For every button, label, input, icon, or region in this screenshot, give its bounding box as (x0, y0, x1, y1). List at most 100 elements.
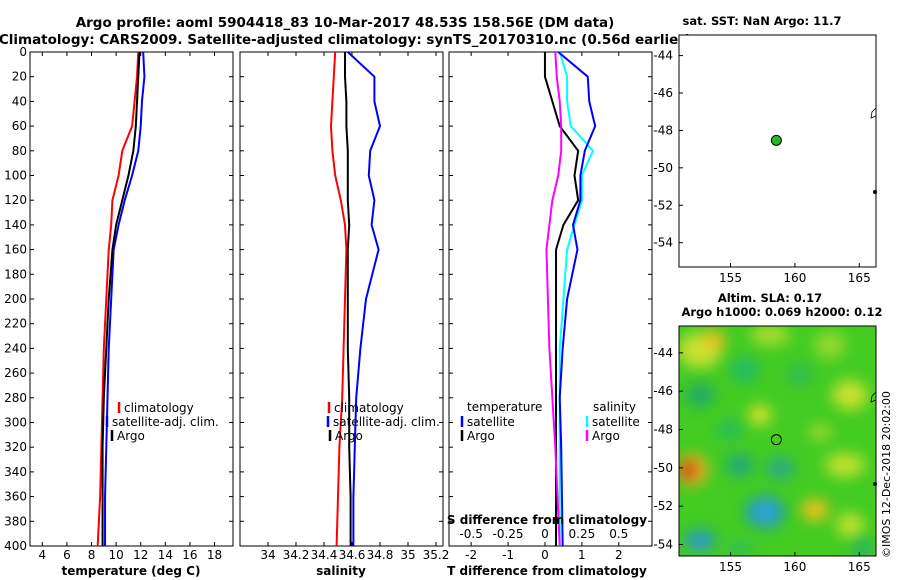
top-x-tick-label: -0.25 (493, 527, 524, 541)
coastline (870, 391, 877, 403)
difference-xlabel: T difference from climatology (447, 564, 647, 578)
x-tick-label: 34.6 (339, 548, 366, 562)
map-x-tick-label: 165 (848, 560, 871, 574)
sla-heatmap (679, 326, 876, 556)
series-line-argo (344, 52, 352, 546)
map-y-tick-label: -50 (653, 161, 673, 175)
series-line-satellite-adj-clim- (347, 52, 381, 546)
temperature-lines (96, 52, 146, 546)
depth-tick-label: 200 (4, 292, 27, 306)
x-tick-label: 0 (541, 548, 549, 562)
legend-label-satellite-adj: satellite-adj. clim. (333, 415, 440, 429)
map-y-tick-label: -44 (653, 346, 673, 360)
depth-tick-label: 0 (19, 45, 27, 59)
temperature-panel (29, 51, 234, 547)
x-tick-label: 35 (400, 548, 415, 562)
x-tick-label: 34 (260, 548, 275, 562)
map-x-tick-label: 160 (783, 560, 806, 574)
legend-label-climatology: climatology (124, 401, 194, 415)
depth-tick-label: 380 (4, 514, 27, 528)
series-line-satellite-adj-clim- (104, 52, 146, 546)
series-line-salinity-satellite (557, 52, 597, 546)
x-tick-label: 14 (158, 548, 173, 562)
map-y-tick-label: -46 (653, 384, 673, 398)
x-tick-label: 4 (38, 548, 46, 562)
map-x-tick-label: 155 (719, 271, 742, 285)
depth-tick-label: 360 (4, 490, 27, 504)
top-x-tick-label: 0.25 (569, 527, 596, 541)
series-line-salinity-argo (545, 52, 563, 546)
top-x-tick-label: -0.5 (459, 527, 482, 541)
depth-tick-label: 260 (4, 366, 27, 380)
x-tick-label: 6 (63, 548, 71, 562)
depth-tick-label: 40 (12, 94, 27, 108)
x-tick-label: 8 (88, 548, 96, 562)
map-x-tick-label: 165 (848, 271, 871, 285)
depth-tick-label: 320 (4, 440, 27, 454)
difference-top-xlabel: S difference from climatology (447, 513, 647, 527)
series-line-argo (101, 52, 141, 546)
top-x-tick-label: 0 (541, 527, 549, 541)
map-x-tick-label: 155 (719, 560, 742, 574)
depth-tick-label: 300 (4, 416, 27, 430)
legend-label-climatology: climatology (334, 401, 404, 415)
series-line-climatology (330, 52, 348, 546)
map-y-tick-label: -52 (653, 499, 673, 513)
sla-map-axes: 155 160 165 -44 -46 -48 -50 -52 -54 (653, 346, 870, 574)
series-line-temperature-argo (543, 52, 580, 546)
sla-map-panel (678, 325, 877, 557)
salinity-panel (239, 51, 444, 547)
map-y-tick-label: -46 (653, 86, 673, 100)
float-position-marker (770, 434, 782, 446)
sst-map-panel (678, 34, 877, 268)
credit-text: ©IMOS 12-Dec-2018 20:02:00 (880, 391, 893, 558)
legend-label-argo: Argo (117, 429, 145, 443)
difference-legend: temperature satellite Argo salinity sate… (460, 400, 640, 443)
coastline (873, 190, 877, 194)
salinity-legend: climatology satellite-adj. clim. Argo (326, 401, 440, 443)
legend-label-sal-satellite: satellite (592, 415, 640, 429)
x-tick-label: 34.8 (367, 548, 394, 562)
legend-title-temperature: temperature (467, 400, 542, 414)
depth-tick-label: 280 (4, 391, 27, 405)
depth-axis: 0 20 40 60 80 100 120 140 160 180 200 220 240 260 280 3… (4, 45, 27, 553)
legend-label-temp-argo: Argo (467, 429, 495, 443)
x-tick-label: 34.4 (311, 548, 338, 562)
depth-tick-label: 400 (4, 539, 27, 553)
sst-map-axes: 155 160 165 -44 -46 -48 -50 -52 -54 (653, 49, 870, 285)
sla-map-title-2: Argo h1000: 0.069 h2000: 0.12 (681, 305, 882, 319)
depth-tick-label: 160 (4, 243, 27, 257)
x-tick-label: 34.2 (283, 548, 310, 562)
title-line-2: Climatology: CARS2009. Satellite-adjuste… (0, 32, 691, 48)
coastline (873, 482, 877, 486)
legend-label-sal-argo: Argo (592, 429, 620, 443)
title-line-1: Argo profile: aoml 5904418_83 10-Mar-201… (76, 15, 615, 31)
float-position-marker (770, 134, 782, 146)
x-tick-label: 2 (615, 548, 623, 562)
map-y-tick-label: -54 (653, 236, 673, 250)
temperature-xlabel: temperature (deg C) (62, 564, 201, 578)
depth-tick-label: 20 (12, 70, 27, 84)
map-y-tick-label: -48 (653, 423, 673, 437)
map-x-tick-label: 160 (783, 271, 806, 285)
depth-tick-label: 60 (12, 119, 27, 133)
sst-map-title: sat. SST: NaN Argo: 11.7 (682, 14, 841, 28)
series-line-climatology (96, 52, 140, 546)
x-tick-label: 35.2 (423, 548, 450, 562)
depth-tick-label: 180 (4, 267, 27, 281)
depth-tick-label: 100 (4, 169, 27, 183)
top-x-tick-label: 0.5 (609, 527, 628, 541)
x-tick-label: 12 (133, 548, 148, 562)
x-tick-label: -2 (465, 548, 477, 562)
x-tick-label: 18 (207, 548, 222, 562)
map-y-tick-label: -50 (653, 461, 673, 475)
depth-tick-label: 140 (4, 218, 27, 232)
x-tick-label: 10 (108, 548, 123, 562)
salinity-lines (330, 52, 381, 546)
x-tick-label: -1 (502, 548, 514, 562)
x-tick-label: 1 (578, 548, 586, 562)
difference-lines (543, 52, 597, 546)
depth-tick-label: 220 (4, 317, 27, 331)
difference-panel (448, 51, 653, 547)
